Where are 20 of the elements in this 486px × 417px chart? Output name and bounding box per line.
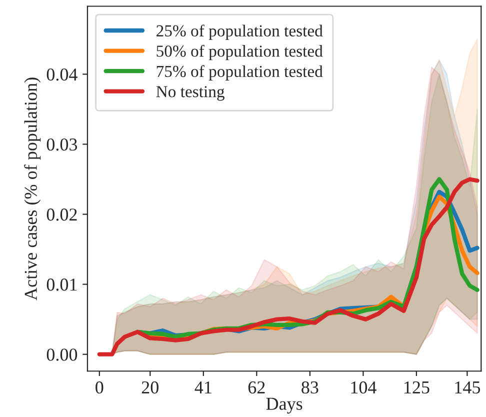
legend-label: 25% of population tested bbox=[156, 24, 323, 40]
y-tick-label: 0.03 bbox=[46, 138, 78, 151]
legend-label: 50% of population tested bbox=[156, 44, 323, 60]
legend-label: 75% of population tested bbox=[156, 65, 323, 80]
y-tick-label: 0.01 bbox=[46, 278, 77, 291]
line-series bbox=[97, 177, 480, 356]
x-tick-label: 104 bbox=[351, 381, 376, 394]
y-tick-label: 0.00 bbox=[46, 348, 78, 361]
y-axis-title: Active cases (% of population) bbox=[24, 78, 41, 300]
x-tick-label: 62 bbox=[248, 381, 265, 394]
x-tick-label: 0 bbox=[96, 381, 104, 394]
y-tick-label: 0.02 bbox=[46, 208, 77, 221]
y-tick-label: 0.04 bbox=[46, 68, 78, 81]
x-tick-label: 41 bbox=[194, 381, 212, 394]
x-tick-label: 125 bbox=[404, 381, 430, 394]
x-tick-label: 83 bbox=[302, 381, 318, 394]
x-tick-label: 145 bbox=[455, 381, 480, 394]
x-axis-title: Days bbox=[266, 398, 302, 414]
legend-label: No testing bbox=[156, 86, 224, 101]
x-tick-label: 20 bbox=[142, 381, 158, 394]
